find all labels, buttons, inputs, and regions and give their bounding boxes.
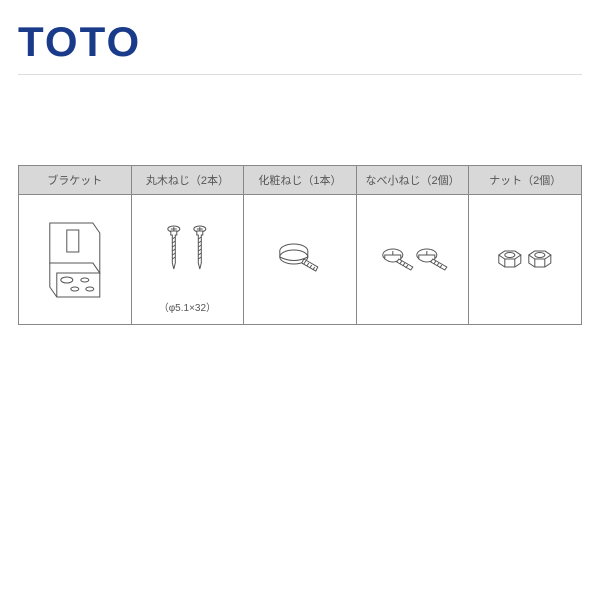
cell-nuts <box>469 195 582 325</box>
wood-screws-dimension: （φ5.1×32） <box>136 299 240 314</box>
table-header-row: ブラケット 丸木ねじ（2本） 化粧ねじ（1本） なべ小ねじ（2個） ナット（2個… <box>19 166 582 195</box>
col-header-decorative-screw: 化粧ねじ（1本） <box>244 166 357 195</box>
col-header-nuts: ナット（2個） <box>469 166 582 195</box>
cell-wood-screws: （φ5.1×32） <box>131 195 244 325</box>
col-header-bracket: ブラケット <box>19 166 132 195</box>
nuts-icon <box>473 215 577 305</box>
table-body-row: （φ5.1×32） <box>19 195 582 325</box>
parts-table: ブラケット 丸木ねじ（2本） 化粧ねじ（1本） なべ小ねじ（2個） ナット（2個… <box>18 165 582 325</box>
cell-pan-head-screws <box>356 195 469 325</box>
cell-decorative-screw <box>244 195 357 325</box>
col-header-pan-head-screws: なべ小ねじ（2個） <box>356 166 469 195</box>
pan-head-screws-icon <box>361 215 465 305</box>
brand-logo: TOTO <box>18 18 582 66</box>
divider-line <box>18 74 582 75</box>
cell-bracket <box>19 195 132 325</box>
bracket-icon <box>23 215 127 305</box>
col-header-wood-screws: 丸木ねじ（2本） <box>131 166 244 195</box>
wood-screws-icon <box>136 205 240 295</box>
decorative-screw-icon <box>248 215 352 305</box>
